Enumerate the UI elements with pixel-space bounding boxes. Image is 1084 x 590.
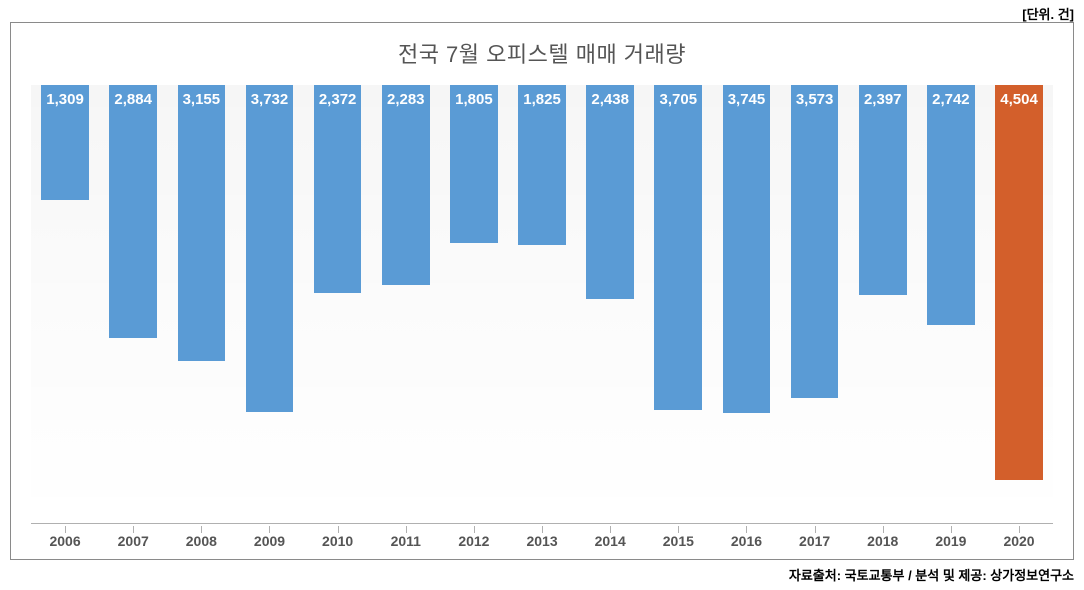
x-tick: 2008 <box>167 533 235 551</box>
bar: 1,805 <box>450 85 498 243</box>
x-tick-label: 2013 <box>526 533 557 549</box>
x-tick: 2006 <box>31 533 99 551</box>
bar-group: 2,397 <box>849 85 917 523</box>
x-tick-label: 2020 <box>1003 533 1034 549</box>
x-tick: 2018 <box>849 533 917 551</box>
value-label: 3,573 <box>791 91 839 108</box>
value-label: 3,705 <box>654 91 702 108</box>
value-label: 3,745 <box>723 91 771 108</box>
plot-area: 1,309 2,884 3,155 3,732 2,372 2,283 1,805 1,825… <box>31 85 1053 523</box>
value-label: 2,742 <box>927 91 975 108</box>
x-axis: 2006 2007 2008 2009 2010 2011 2012 2013 2014 2015… <box>31 523 1053 559</box>
x-tick: 2009 <box>235 533 303 551</box>
x-tick-label: 2010 <box>322 533 353 549</box>
x-tick: 2016 <box>712 533 780 551</box>
bar: 2,742 <box>927 85 975 325</box>
bar-group: 1,825 <box>508 85 576 523</box>
x-tick-label: 2007 <box>118 533 149 549</box>
bar-group: 2,283 <box>372 85 440 523</box>
value-label: 3,155 <box>178 91 226 108</box>
bar: 3,732 <box>246 85 294 412</box>
x-tick-label: 2016 <box>731 533 762 549</box>
value-label: 2,283 <box>382 91 430 108</box>
bar: 3,155 <box>178 85 226 361</box>
bar-group: 2,884 <box>99 85 167 523</box>
x-tick-label: 2015 <box>663 533 694 549</box>
bar-group: 2,742 <box>917 85 985 523</box>
value-label: 2,884 <box>109 91 157 108</box>
x-tick: 2010 <box>304 533 372 551</box>
bar-group: 2,438 <box>576 85 644 523</box>
unit-label: [단위. 건] <box>1022 4 1074 23</box>
x-tick-label: 2017 <box>799 533 830 549</box>
x-tick-label: 2006 <box>49 533 80 549</box>
x-tick: 2015 <box>644 533 712 551</box>
bar-group: 3,573 <box>781 85 849 523</box>
x-tick-label: 2009 <box>254 533 285 549</box>
x-tick-label: 2008 <box>186 533 217 549</box>
bar: 2,397 <box>859 85 907 295</box>
bar-group: 3,745 <box>712 85 780 523</box>
bar-group: 2,372 <box>304 85 372 523</box>
chart-frame: 전국 7월 오피스텔 매매 거래량 1,309 2,884 3,155 3,732 2,… <box>10 22 1074 560</box>
bar-group: 1,309 <box>31 85 99 523</box>
bar: 2,283 <box>382 85 430 285</box>
value-label: 2,372 <box>314 91 362 108</box>
bar-group: 3,732 <box>235 85 303 523</box>
value-label: 1,805 <box>450 91 498 108</box>
bar: 2,372 <box>314 85 362 293</box>
bar: 3,573 <box>791 85 839 398</box>
x-tick-label: 2012 <box>458 533 489 549</box>
x-tick: 2012 <box>440 533 508 551</box>
source-label: 자료출처: 국토교통부 / 분석 및 제공: 상가정보연구소 <box>789 565 1074 584</box>
x-tick: 2007 <box>99 533 167 551</box>
value-label: 4,504 <box>995 91 1043 108</box>
value-label: 2,438 <box>586 91 634 108</box>
bar: 4,504 <box>995 85 1043 480</box>
chart-title: 전국 7월 오피스텔 매매 거래량 <box>11 37 1073 69</box>
x-tick-label: 2019 <box>935 533 966 549</box>
bar-group: 3,155 <box>167 85 235 523</box>
x-tick: 2019 <box>917 533 985 551</box>
x-tick: 2017 <box>781 533 849 551</box>
bar-group: 1,805 <box>440 85 508 523</box>
value-label: 2,397 <box>859 91 907 108</box>
bar: 2,438 <box>586 85 634 299</box>
bar: 2,884 <box>109 85 157 338</box>
bar-group: 3,705 <box>644 85 712 523</box>
value-label: 1,825 <box>518 91 566 108</box>
bar: 3,745 <box>723 85 771 413</box>
x-tick: 2020 <box>985 533 1053 551</box>
value-label: 1,309 <box>41 91 89 108</box>
x-tick-label: 2011 <box>391 533 421 549</box>
bar-group: 4,504 <box>985 85 1053 523</box>
bar: 3,705 <box>654 85 702 410</box>
x-tick-label: 2014 <box>595 533 626 549</box>
x-tick: 2011 <box>372 533 440 551</box>
x-tick: 2013 <box>508 533 576 551</box>
x-tick-label: 2018 <box>867 533 898 549</box>
bar: 1,309 <box>41 85 89 200</box>
value-label: 3,732 <box>246 91 294 108</box>
x-tick: 2014 <box>576 533 644 551</box>
bar: 1,825 <box>518 85 566 245</box>
